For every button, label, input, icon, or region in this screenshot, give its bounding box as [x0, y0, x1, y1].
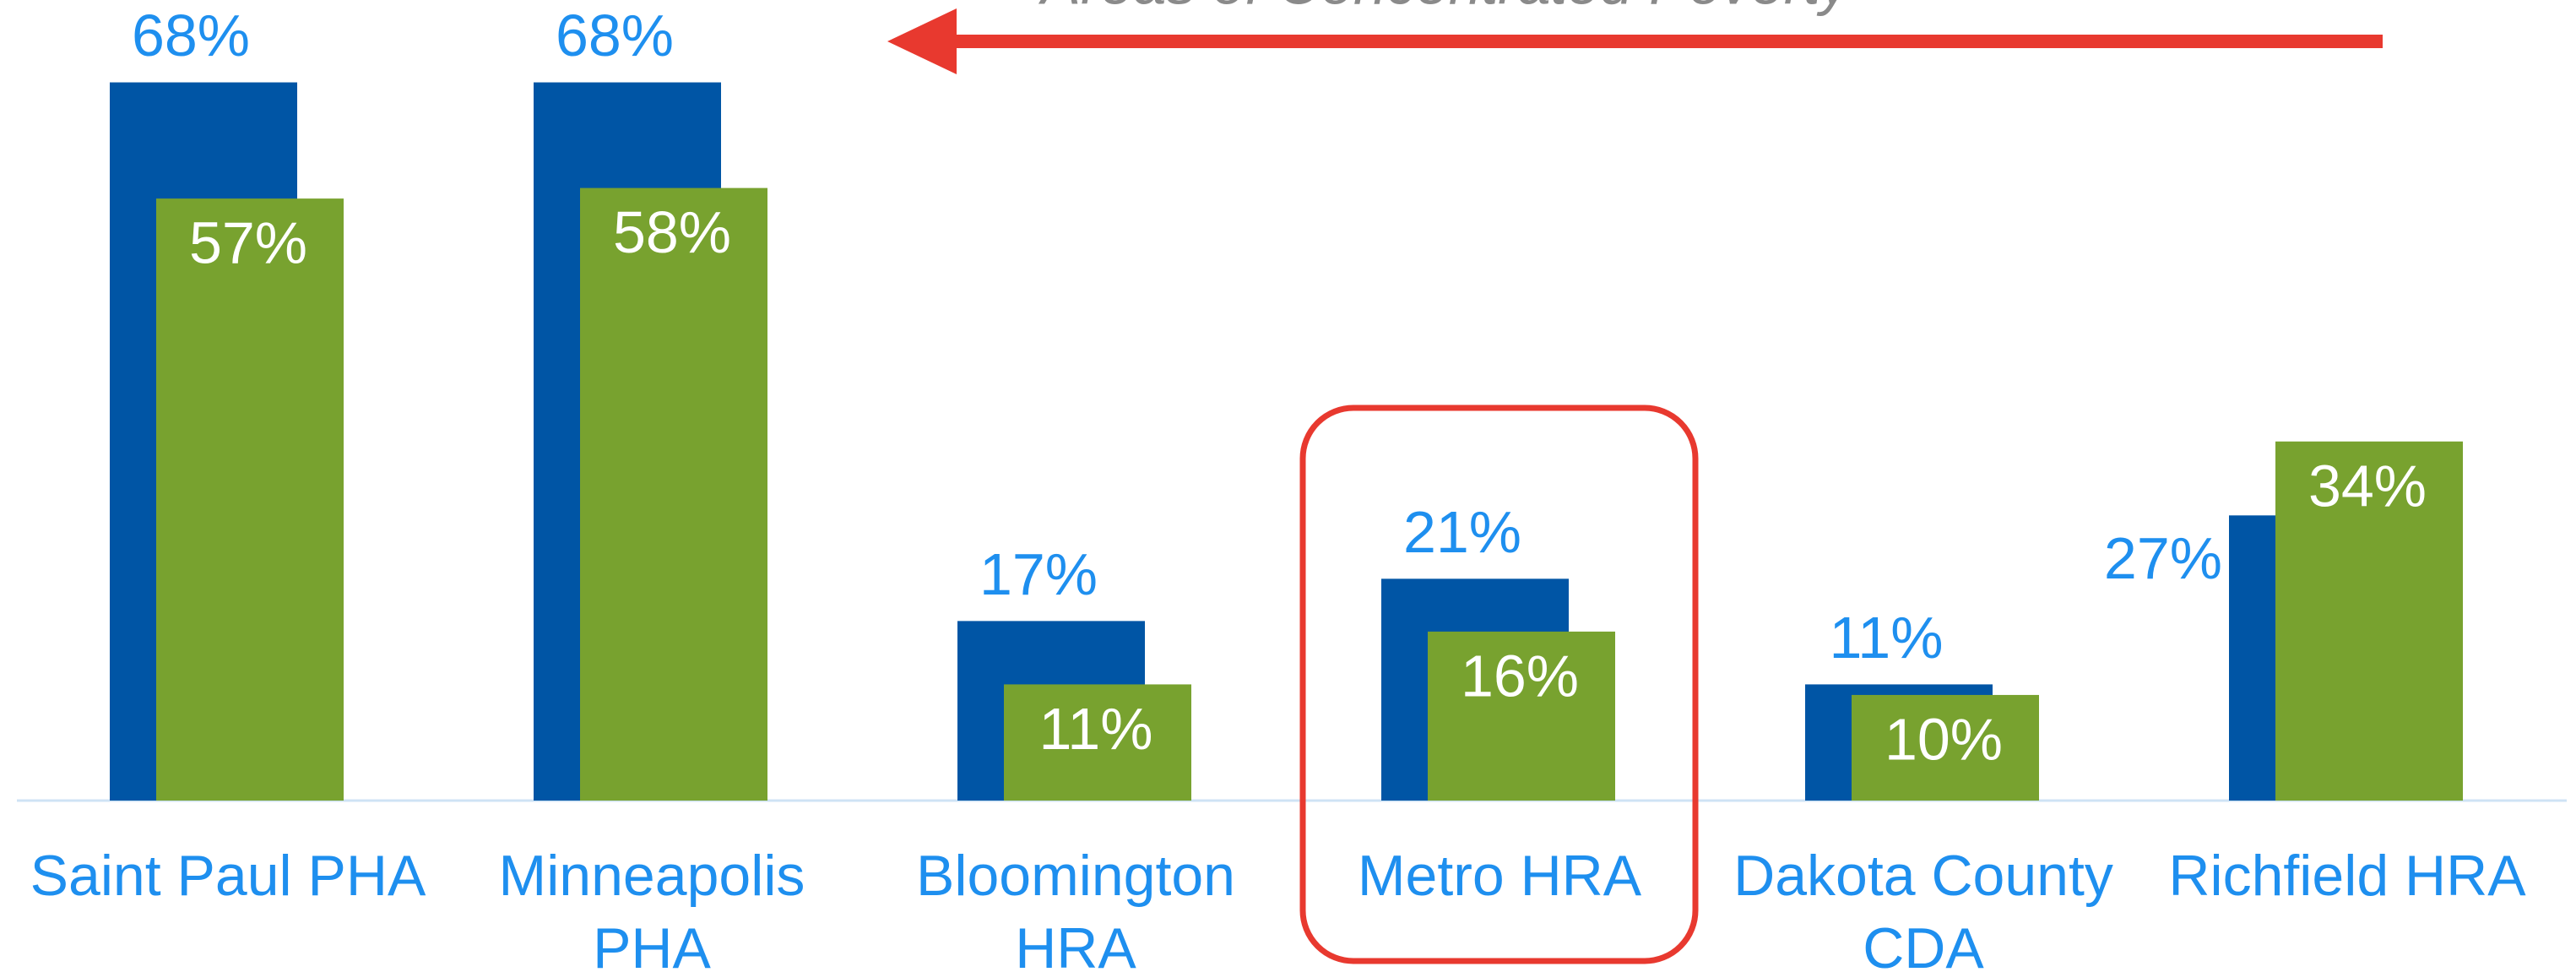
value-label: 21% [1403, 499, 1521, 565]
value-label: 58% [613, 199, 731, 265]
value-label: 68% [132, 3, 250, 68]
x-tick-label: Dakota County CDA [1733, 844, 2113, 972]
x-tick-label: Minneapolis PHA [498, 844, 805, 972]
annotation: Areas of Concentrated Poverty [1038, 0, 1852, 16]
value-label: 57% [189, 210, 307, 276]
x-tick-label: Saint Paul PHA [30, 844, 426, 908]
value-label: 17% [979, 541, 1098, 607]
value-label: 11% [1830, 605, 1944, 671]
value-label: 11% [1039, 696, 1153, 762]
value-label: 27% [2104, 525, 2222, 591]
value-label: 10% [1885, 706, 2003, 772]
x-tick-label: Bloomington HRA [915, 844, 1236, 972]
x-tick-label: Richfield HRA [2168, 844, 2526, 908]
arrow-head [887, 8, 957, 74]
value-label: 16% [1461, 643, 1579, 709]
highlight-box [1299, 405, 1699, 964]
bar [580, 187, 767, 801]
bar [156, 198, 344, 801]
bar [1004, 684, 1191, 801]
bar [1428, 631, 1615, 801]
value-label: 34% [2308, 453, 2427, 519]
value-label: 68% [556, 3, 674, 68]
x-tick-label: Metro HRA [1357, 844, 1642, 908]
bar [1852, 694, 2039, 801]
bar [2275, 441, 2463, 801]
